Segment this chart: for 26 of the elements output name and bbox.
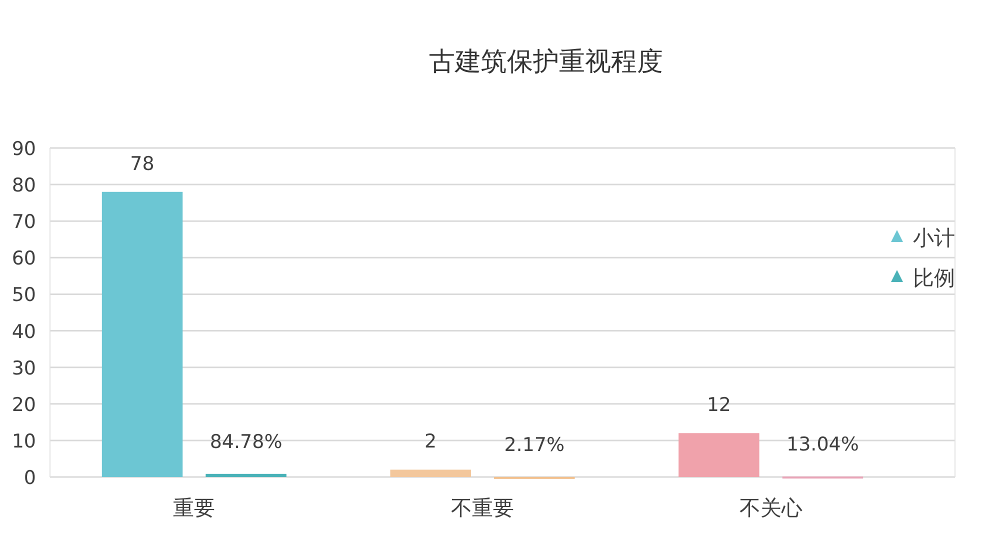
y-tick-label: 10 [12, 430, 36, 452]
y-tick-label: 70 [12, 211, 36, 234]
data-label: 78 [130, 152, 154, 175]
y-tick-label: 40 [12, 320, 36, 343]
y-tick-label: 20 [12, 394, 36, 416]
data-label: 2.17% [504, 434, 565, 456]
chart-title: 古建筑保护重视程度 [429, 47, 663, 77]
data-label: 2 [424, 430, 437, 453]
bar [206, 474, 286, 477]
data-label: 84.78% [210, 430, 282, 453]
legend-label: 比例 [913, 266, 955, 290]
y-tick-label: 0 [24, 467, 36, 489]
y-tick-label: 90 [12, 138, 36, 160]
y-tick-label: 60 [12, 248, 36, 270]
x-tick-label: 重要 [173, 496, 216, 520]
legend-label: 小计 [913, 226, 955, 250]
x-tick-label: 不重要 [451, 496, 514, 520]
y-tick-label: 30 [12, 357, 36, 380]
bar [678, 433, 760, 477]
x-tick-label: 不关心 [739, 496, 802, 520]
y-tick-label: 80 [12, 174, 36, 197]
bar [390, 470, 471, 477]
data-label: 13.04% [786, 434, 859, 456]
y-tick-label: 50 [12, 284, 36, 306]
bar [102, 192, 183, 477]
data-label: 12 [706, 394, 732, 416]
